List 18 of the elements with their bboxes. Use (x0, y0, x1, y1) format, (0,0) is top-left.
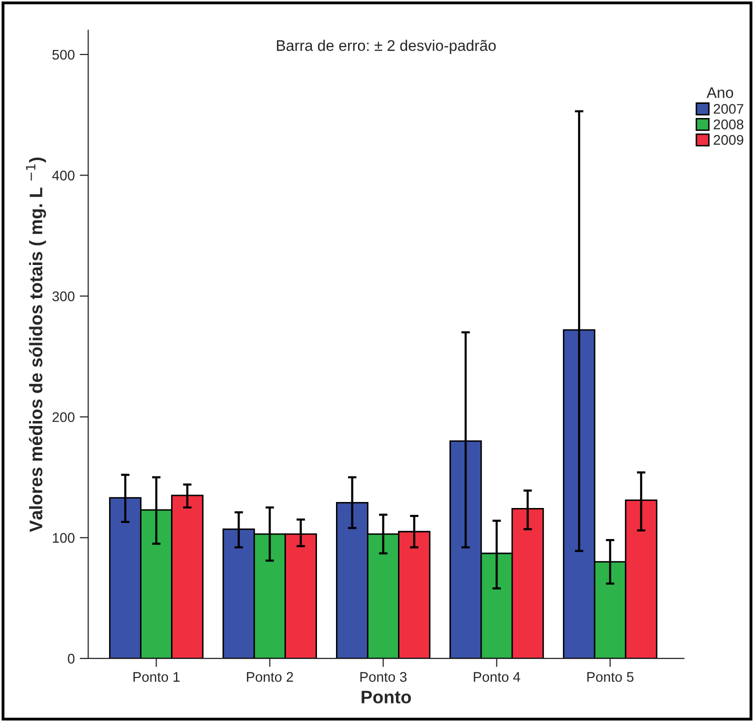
text: Barra de erro: ± 2 desvio-padrão (276, 40, 496, 54)
y-tick-label: 0 (68, 654, 74, 664)
y-tick-label: 100 (52, 533, 74, 543)
y-axis-title: Valores médios de sólidos totais ( mg. L $^{−1}$) (26, 158, 46, 532)
y-tick-label: 400 (52, 170, 74, 180)
legend-label: 2009 (714, 135, 744, 145)
y-tick-label: 300 (52, 291, 74, 302)
x-tick-label: Ponto 1 (133, 672, 180, 682)
x-tick-label: Ponto 5 (587, 672, 634, 682)
legend-label: 2008 (714, 119, 744, 130)
x-tick-label: Ponto 2 (246, 672, 293, 682)
y-tick-label: 200 (52, 412, 74, 422)
legend-title: Ano (706, 87, 734, 98)
x-tick-label: Ponto 4 (474, 672, 520, 682)
x-axis-title: Ponto (362, 690, 411, 704)
x-tick-label: Ponto 3 (360, 672, 407, 682)
y-tick-label: 500 (52, 50, 74, 60)
legend-label: 2007 (714, 104, 744, 114)
